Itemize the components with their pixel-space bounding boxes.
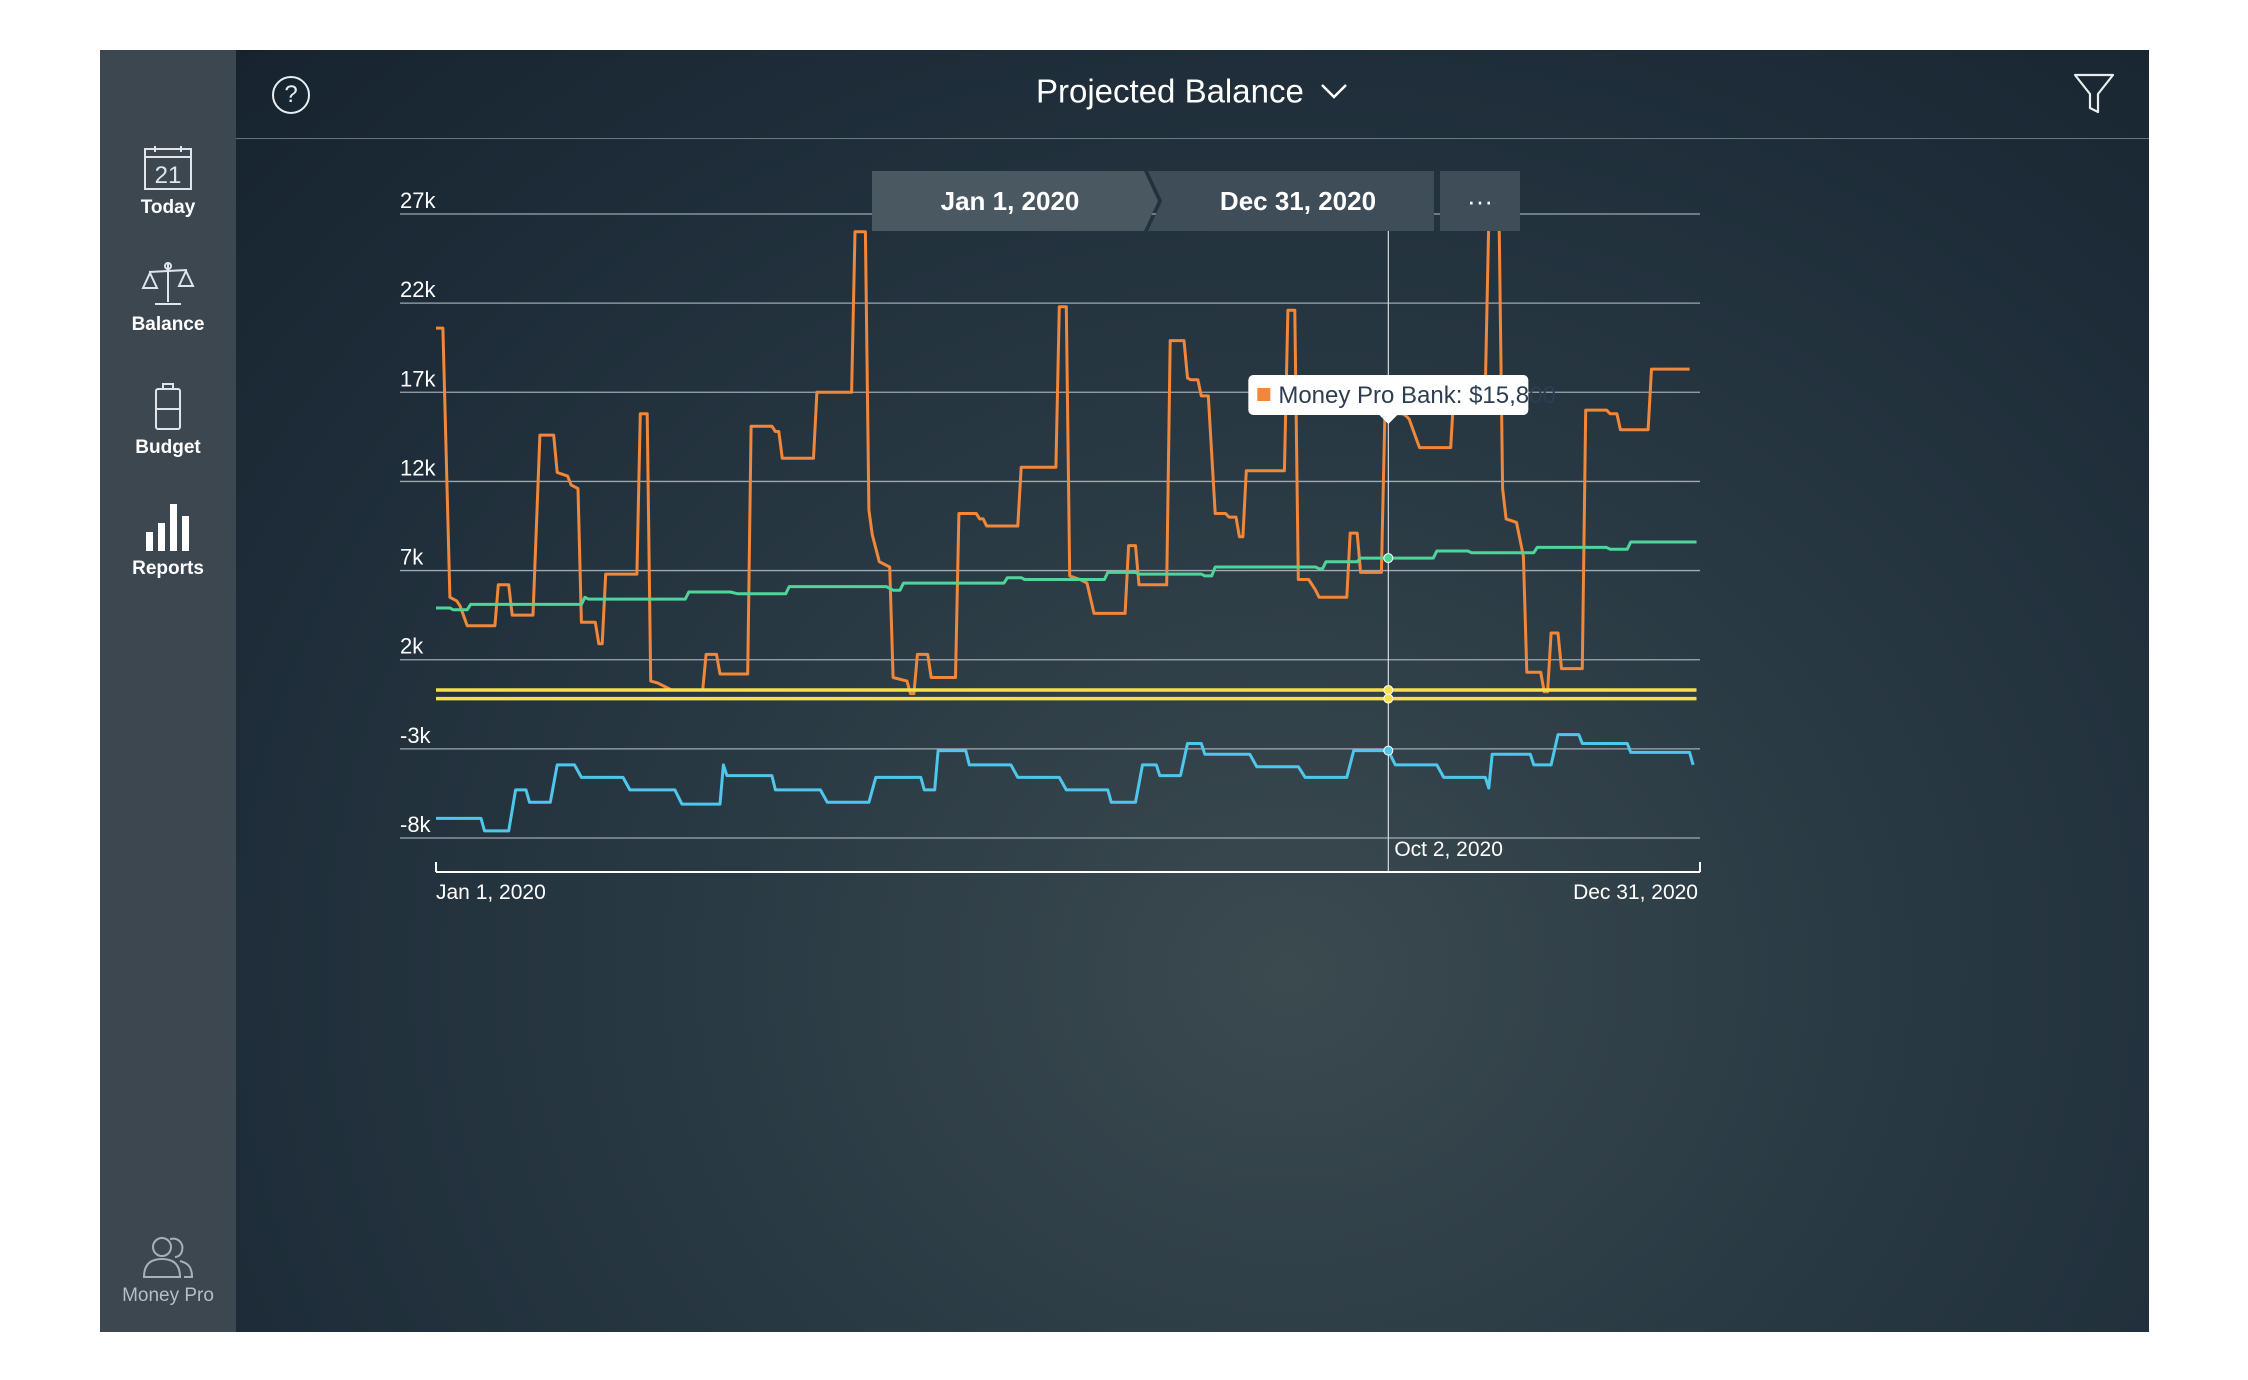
chart-series [436, 217, 1697, 833]
cursor-date-label: Oct 2, 2020 [1394, 838, 1503, 861]
report-title-dropdown[interactable]: Projected Balance [236, 70, 2149, 110]
battery-icon [155, 383, 181, 430]
start-date-button[interactable]: Jan 1, 2020 [940, 186, 1080, 216]
chart-cursor[interactable]: Money Pro Bank: $15,800 Oct 2, 2020 [1248, 192, 1556, 872]
series-line [436, 540, 1697, 612]
bar-chart-icon [146, 504, 189, 551]
app-window: 21 Today Balance Budget [100, 50, 2149, 1332]
end-date-button[interactable]: Dec 31, 2020 [1219, 186, 1377, 216]
sidebar-item-today[interactable]: 21 Today [100, 145, 236, 219]
y-tick-label: 2k [400, 634, 424, 659]
sidebar-item-budget[interactable]: Budget [100, 383, 236, 459]
cursor-marker [1383, 685, 1394, 696]
more-options-button[interactable]: ··· [1467, 186, 1493, 216]
sidebar-item-label: Balance [131, 314, 205, 335]
sidebar-footer-money-pro[interactable]: Money Pro [100, 1235, 236, 1307]
date-range-background [872, 171, 1520, 231]
y-tick-label: 7k [400, 545, 424, 570]
cursor-marker [1383, 553, 1394, 564]
y-tick-label: 17k [400, 366, 436, 391]
sidebar-item-balance[interactable]: Balance [100, 260, 236, 336]
tooltip-arrow [1379, 415, 1398, 424]
scales-icon [141, 262, 195, 305]
tooltip-swatch [1257, 388, 1271, 401]
page-title: Projected Balance [1035, 72, 1304, 110]
sidebar-item-label: Budget [135, 437, 201, 458]
sidebar: 21 Today Balance Budget [100, 50, 236, 1332]
y-tick-label: -8k [400, 812, 432, 837]
x-axis-start-label: Jan 1, 2020 [436, 881, 546, 904]
sidebar-item-reports[interactable]: Reports [100, 502, 236, 580]
x-axis-end-label: Dec 31, 2020 [1573, 881, 1698, 904]
cursor-marker [1383, 693, 1394, 704]
help-icon: ? [284, 81, 298, 108]
chevron-down-icon [1321, 84, 1347, 100]
y-tick-label: -3k [400, 723, 432, 748]
filter-icon [2073, 73, 2115, 114]
y-tick-label: 27k [400, 188, 436, 213]
chart-axis: Jan 1, 2020 Dec 31, 2020 [435, 862, 1701, 904]
help-button[interactable]: ? [272, 76, 310, 114]
series-line [436, 733, 1695, 833]
series-line [436, 217, 1690, 696]
report-main-panel: 27k 22k 17k 12k 7k 2k -3k -8k Money Pro Bank: $… [236, 50, 2149, 1332]
sidebar-item-label: Today [140, 197, 196, 218]
tooltip-text: Money Pro Bank: $15,800 [1278, 382, 1556, 409]
users-icon [142, 1237, 194, 1278]
sidebar-footer-label: Money Pro [122, 1285, 214, 1306]
projected-balance-chart[interactable]: 27k 22k 17k 12k 7k 2k -3k -8k Money Pro Bank: $… [236, 50, 2149, 1332]
sidebar-item-label: Reports [132, 558, 204, 579]
calendar-day-text: 21 [155, 162, 182, 189]
y-tick-label: 22k [400, 277, 436, 302]
tooltip-box [1248, 375, 1529, 415]
calendar-icon: 21 [144, 146, 192, 190]
top-bar: ? Projected Balance [236, 50, 2149, 139]
filter-button[interactable] [2073, 72, 2115, 121]
cursor-marker [1383, 745, 1394, 756]
y-tick-label: 12k [400, 455, 436, 480]
